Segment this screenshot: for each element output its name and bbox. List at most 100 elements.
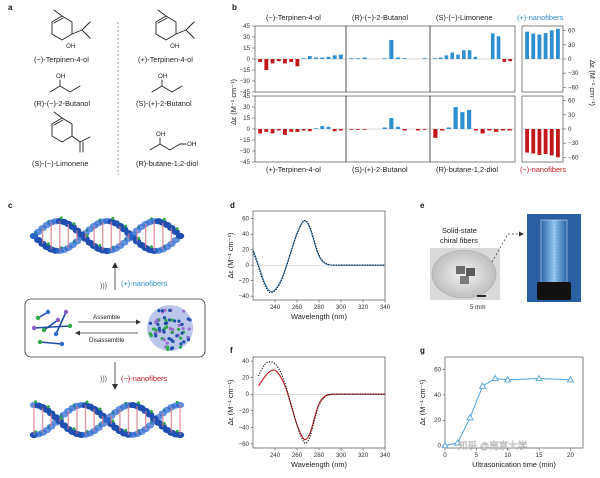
bar bbox=[525, 129, 529, 153]
tick-label: −45 bbox=[240, 89, 251, 96]
bar bbox=[453, 107, 458, 129]
x-tick-label: 0 bbox=[443, 452, 447, 459]
b-title-top-2: (R)-(−)-2-Butanol bbox=[352, 13, 408, 22]
panel-a-letter: a bbox=[8, 3, 13, 12]
aggregate-particle bbox=[163, 308, 167, 312]
fiber-sample bbox=[466, 268, 475, 276]
plus-nanofibers-label: (+)-nanofibers bbox=[121, 279, 168, 288]
x-tick-label: 300 bbox=[336, 304, 347, 311]
y-axis-label: Δε (M⁻¹ cm⁻¹) bbox=[226, 380, 235, 426]
oh-label-2: OH bbox=[187, 141, 196, 148]
x-tick-label: 20 bbox=[567, 452, 574, 459]
tick-label: 0 bbox=[568, 126, 572, 133]
bar bbox=[382, 127, 387, 129]
b-title-bottom-2: (S)-(+)-2-Butanol bbox=[352, 165, 408, 174]
monomer-atom bbox=[41, 327, 47, 333]
y-tick-label: −40 bbox=[239, 424, 250, 431]
panel-e-letter: e bbox=[420, 201, 425, 210]
molecule-r-2-butanol: OH (R)-(−)-2-Butanol bbox=[34, 73, 90, 108]
tick-label: −60 bbox=[568, 84, 579, 91]
b-title-top-4: (+)-nanofibers bbox=[517, 13, 564, 22]
bar bbox=[446, 127, 451, 129]
bar bbox=[395, 126, 401, 129]
bar bbox=[487, 129, 492, 131]
fiber-sample bbox=[460, 276, 469, 284]
bar bbox=[549, 129, 554, 156]
tick-label: −45 bbox=[240, 159, 251, 166]
bar bbox=[301, 58, 306, 59]
tick-label: 0 bbox=[247, 126, 251, 133]
helix-side-group bbox=[111, 419, 115, 423]
aggregate-particle bbox=[180, 331, 184, 335]
bar bbox=[422, 58, 427, 59]
tick-label: 60 bbox=[568, 28, 575, 35]
vial-cap bbox=[537, 282, 571, 300]
monomer-atom bbox=[53, 331, 59, 337]
bar bbox=[402, 58, 407, 59]
oh-label: OH bbox=[170, 43, 179, 50]
aggregate-particle bbox=[164, 318, 168, 322]
x-tick-label: 320 bbox=[358, 452, 369, 459]
bar bbox=[402, 129, 407, 131]
helix-side-group bbox=[72, 427, 76, 431]
aggregate-particle bbox=[169, 338, 174, 342]
y-tick-label: 60 bbox=[434, 367, 441, 374]
helix-side-group bbox=[34, 400, 37, 404]
panel-a: a OH (−)-Terpinen-4-ol OH (+)-Terpinen-4… bbox=[8, 3, 198, 175]
series-line bbox=[444, 377, 571, 446]
oh-label: OH bbox=[56, 73, 65, 80]
aggregate-particle bbox=[166, 347, 170, 351]
panel-f: f 240 260 280 300 320 340 −60 −40 −20 0 20 40 Wavele… bbox=[226, 346, 391, 469]
monomer-bond bbox=[39, 341, 63, 345]
y-tick-label: −20 bbox=[239, 278, 250, 285]
bar bbox=[307, 129, 312, 132]
scale-label: 5 mm bbox=[470, 304, 485, 311]
oh-label: OH bbox=[156, 131, 165, 138]
bar bbox=[264, 129, 269, 132]
panel-c: c ))) (+)-nanofibers ))) (−)-nanofibers … bbox=[8, 201, 206, 439]
molecule-s-limonene: (S)-(−)-Limonene bbox=[32, 111, 91, 168]
monomer-atom bbox=[37, 339, 43, 345]
tick-label: 30 bbox=[243, 34, 250, 41]
helix-side-group bbox=[85, 234, 89, 238]
bar bbox=[276, 129, 281, 131]
bar bbox=[508, 59, 512, 62]
bar bbox=[525, 31, 529, 59]
bar bbox=[289, 59, 294, 62]
bar bbox=[473, 129, 478, 131]
data-point-marker bbox=[478, 382, 487, 389]
molecule-s-2-butanol: OH (S)-(+)-2-Butanol bbox=[136, 73, 192, 108]
tick-label: 0 bbox=[568, 56, 572, 63]
helix-side-group bbox=[175, 429, 179, 433]
x-tick-label: 280 bbox=[314, 452, 325, 459]
aggregate-particle bbox=[167, 337, 171, 341]
aggregate-particle bbox=[179, 342, 183, 346]
x-tick-label: 340 bbox=[380, 304, 391, 311]
tick-label: −15 bbox=[240, 137, 251, 144]
b-title-top-3: (S)-(−)-Limonene bbox=[436, 13, 492, 22]
bar bbox=[556, 28, 560, 59]
bar bbox=[270, 129, 275, 134]
helix-side-group bbox=[85, 400, 89, 404]
tick-label: 30 bbox=[568, 42, 575, 49]
arrow-up-head bbox=[112, 262, 118, 268]
b-bar-charts: 45 30 15 0 −15 −30 −45 60 30 0 −30 −60 45 30 15 0 −15 −30… bbox=[240, 23, 580, 166]
aggregate-particle bbox=[177, 319, 181, 323]
aggregate-particle bbox=[178, 345, 183, 349]
watermark: 知乎 @南京大学 bbox=[458, 440, 527, 452]
y-tick-label: 0 bbox=[438, 442, 442, 449]
bar bbox=[433, 58, 437, 59]
helix-top-illustration bbox=[29, 216, 185, 255]
aggregate-particle bbox=[168, 308, 172, 312]
x-tick-label: 15 bbox=[536, 452, 543, 459]
aggregate-particle bbox=[173, 319, 177, 323]
caption-line-1: Solid-state bbox=[442, 226, 477, 235]
molecule-name: (S)-(+)-2-Butanol bbox=[136, 99, 192, 108]
x-tick-label: 240 bbox=[270, 304, 281, 311]
aggregate-particle bbox=[186, 338, 191, 342]
bar bbox=[433, 129, 438, 138]
panel-g-letter: g bbox=[420, 346, 425, 355]
helix-side-group bbox=[149, 409, 153, 413]
helix-side-group bbox=[98, 407, 102, 411]
bar bbox=[456, 54, 460, 59]
